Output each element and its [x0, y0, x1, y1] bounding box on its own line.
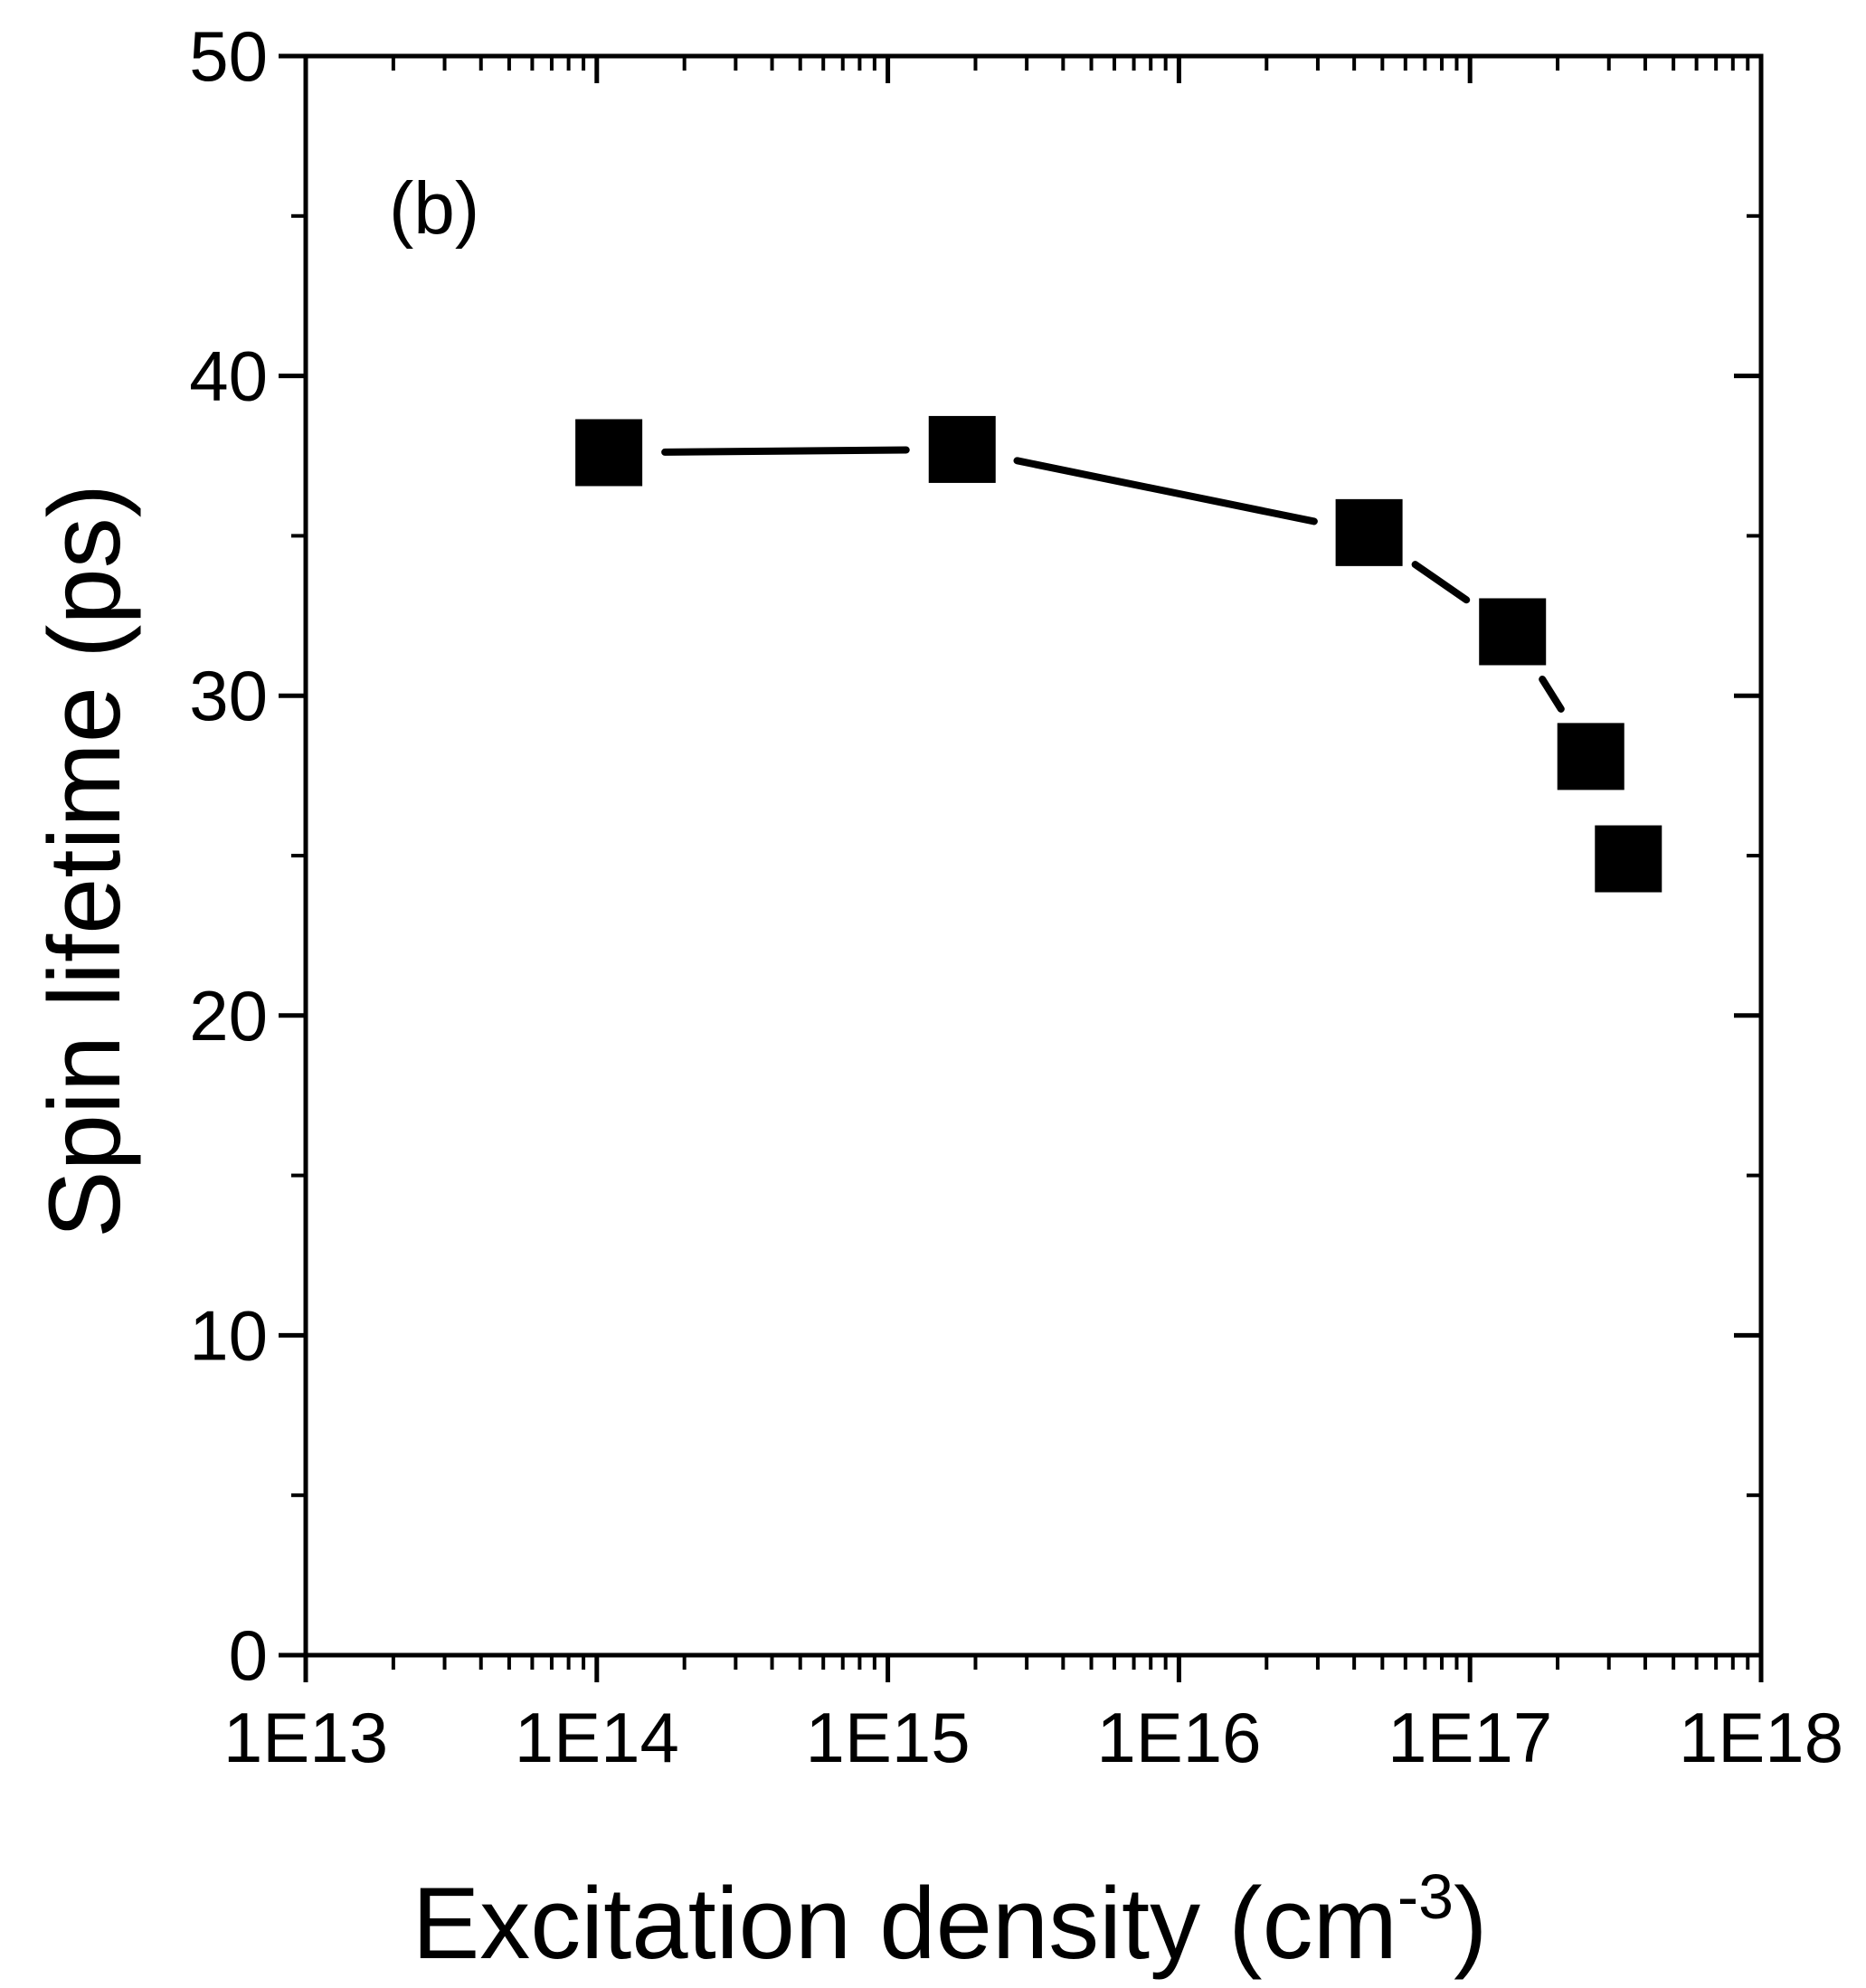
- data-point-marker: [575, 419, 643, 487]
- data-point-marker: [1557, 723, 1624, 790]
- data-point-marker: [928, 415, 996, 483]
- x-tick-label: 1E16: [1096, 1698, 1261, 1777]
- panel-label: (b): [389, 167, 479, 250]
- x-tick-labels: 1E13 1E14 1E15 1E16 1E17 1E18: [223, 1698, 1843, 1777]
- series-markers: [575, 415, 1662, 893]
- y-tick-label: 0: [229, 1615, 268, 1695]
- data-point-marker: [1335, 498, 1403, 566]
- minor-ticks: [291, 56, 1761, 1670]
- x-tick-label: 1E15: [806, 1698, 971, 1777]
- series-line-segment: [661, 446, 910, 456]
- axes-frame: [303, 53, 1764, 1658]
- x-tick-label: 1E14: [515, 1698, 679, 1777]
- series-line-segment: [1539, 676, 1565, 713]
- y-tick-label: 10: [189, 1295, 268, 1375]
- series-line-segment: [1013, 457, 1318, 525]
- x-tick-label: 1E18: [1679, 1698, 1843, 1777]
- y-axis-title: Spin lifetime (ps): [28, 484, 141, 1238]
- series-line: [661, 446, 1565, 713]
- series-line-segment: [1411, 561, 1471, 604]
- x-tick-label: 1E17: [1388, 1698, 1552, 1777]
- x-axis-title-superscript: -3: [1397, 1861, 1454, 1932]
- y-tick-label: 20: [189, 976, 268, 1056]
- x-axis-title: Excitation density (cm-3): [412, 1861, 1488, 1980]
- x-axis-title-suffix: ): [1454, 1867, 1487, 1980]
- y-tick-labels: 0 10 20 30 40 50: [189, 16, 268, 1695]
- y-tick-label: 30: [189, 656, 268, 735]
- data-point-marker: [1595, 825, 1662, 893]
- data-point-marker: [1479, 598, 1547, 666]
- y-tick-label: 40: [189, 336, 268, 416]
- y-tick-label: 50: [189, 16, 268, 96]
- x-axis-title-main: Excitation density (cm: [412, 1867, 1397, 1980]
- x-tick-label: 1E13: [223, 1698, 388, 1777]
